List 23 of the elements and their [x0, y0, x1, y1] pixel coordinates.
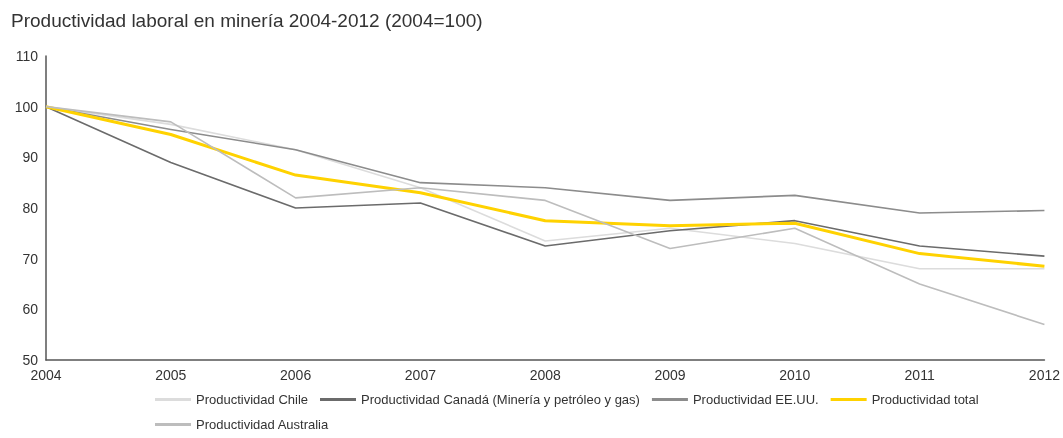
x-tick-label: 2009 [654, 367, 686, 383]
legend-label: Productividad Australia [196, 417, 330, 432]
y-tick-label: 90 [22, 149, 39, 166]
x-tick-label: 2011 [904, 367, 935, 383]
y-tick-label: 60 [22, 301, 39, 318]
chart-title: Productividad laboral en minería 2004-2012 (2004=100) [11, 10, 483, 31]
x-tick-label: 2007 [404, 367, 437, 383]
x-tick-label: 2012 [1028, 367, 1061, 383]
x-tick-label: 2005 [155, 367, 187, 383]
legend-label: Productividad Canadá (Minería y petróleo y gas) [361, 392, 640, 407]
y-tick-label: 80 [22, 200, 39, 216]
x-tick-label: 2004 [30, 367, 62, 383]
legend-label: Productividad EE.UU. [692, 392, 819, 407]
y-tick-label: 70 [22, 250, 39, 267]
x-tick-label: 2008 [529, 367, 561, 383]
y-tick-label: 50 [22, 352, 39, 368]
y-tick-label: 100 [14, 98, 39, 115]
x-tick-label: 2006 [280, 367, 312, 383]
y-tick-label: 110 [15, 48, 39, 64]
x-tick-label: 2010 [779, 367, 811, 383]
legend-label: Productividad Chile [196, 392, 309, 407]
legend-label: Productividad total [871, 392, 979, 407]
line-series [45, 105, 1046, 326]
